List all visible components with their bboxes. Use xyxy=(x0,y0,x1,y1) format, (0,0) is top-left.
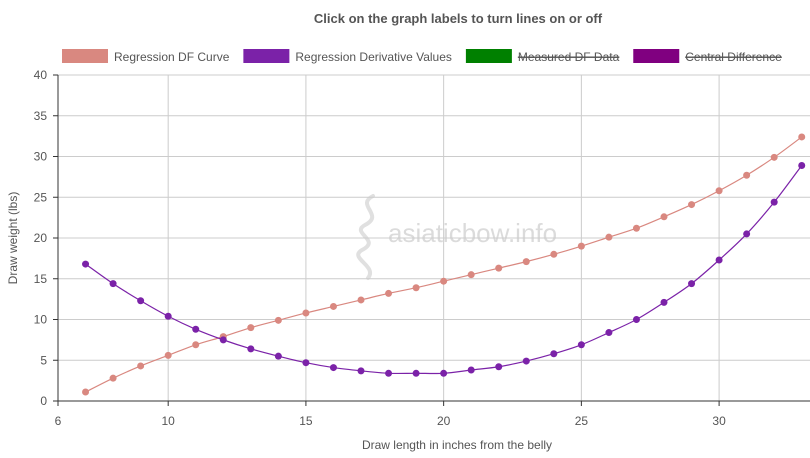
data-point xyxy=(82,260,90,268)
axes: 0 5 10 15 20 25 30 35 40 6 10 15 20 25 30 xyxy=(34,68,810,428)
x-axis-label: Draw length in inches from the belly xyxy=(362,438,552,452)
data-point xyxy=(577,242,585,250)
data-point xyxy=(164,351,172,359)
grid xyxy=(57,74,810,402)
data-point xyxy=(137,362,145,370)
data-point xyxy=(109,374,117,382)
data-point xyxy=(247,345,255,353)
legend-label[interactable]: Regression DF Curve xyxy=(114,50,230,64)
legend-item-3[interactable]: Central Difference xyxy=(633,49,782,64)
legend-swatch[interactable] xyxy=(633,49,680,63)
y-tick-label: 0 xyxy=(40,394,47,408)
legend-label[interactable]: Regression Derivative Values xyxy=(295,50,452,64)
x-tick-label: 10 xyxy=(162,414,176,428)
x-tick-label: 30 xyxy=(712,414,726,428)
x-tick-label: 15 xyxy=(299,414,313,428)
data-point xyxy=(164,312,172,320)
data-point xyxy=(715,256,723,264)
data-point xyxy=(412,369,420,377)
data-point xyxy=(550,250,558,258)
data-point xyxy=(440,277,448,285)
data-point xyxy=(660,298,668,306)
series-1 xyxy=(82,161,806,377)
data-point xyxy=(385,369,393,377)
y-tick-label: 40 xyxy=(34,68,48,82)
data-point xyxy=(385,289,393,297)
data-point xyxy=(660,213,668,221)
data-point xyxy=(770,198,778,206)
data-point xyxy=(467,271,475,279)
y-tick-label: 10 xyxy=(34,313,48,327)
data-point xyxy=(495,363,503,371)
data-point xyxy=(192,341,200,349)
data-point xyxy=(219,336,227,344)
data-point xyxy=(743,171,751,179)
data-point xyxy=(522,357,530,365)
watermark: asiaticbow.info xyxy=(356,194,557,280)
data-point xyxy=(770,153,778,161)
data-point xyxy=(605,329,613,337)
data-point xyxy=(632,224,640,232)
data-point xyxy=(329,364,337,372)
data-point xyxy=(688,201,696,209)
data-point xyxy=(522,258,530,266)
data-point xyxy=(274,316,282,324)
x-tick-label: 25 xyxy=(575,414,589,428)
y-tick-label: 30 xyxy=(34,150,48,164)
data-point xyxy=(82,388,90,396)
y-tick-label: 25 xyxy=(34,190,48,204)
legend-item-2[interactable]: Measured DF Data xyxy=(465,49,620,64)
watermark-text: asiaticbow.info xyxy=(388,218,557,248)
data-point xyxy=(743,230,751,238)
data-point xyxy=(688,280,696,288)
data-point xyxy=(137,297,145,305)
legend-swatch[interactable] xyxy=(243,49,290,63)
data-point xyxy=(192,325,200,333)
data-point xyxy=(577,341,585,349)
data-point xyxy=(274,352,282,360)
legend-item-0[interactable]: Regression DF Curve xyxy=(62,49,230,64)
data-point xyxy=(798,133,806,141)
data-point xyxy=(357,367,365,375)
legend-item-1[interactable]: Regression Derivative Values xyxy=(243,49,452,64)
legend-swatch[interactable] xyxy=(62,49,108,63)
y-axis-label: Draw weight (lbs) xyxy=(6,192,20,285)
legend-swatch[interactable] xyxy=(465,49,512,63)
data-point xyxy=(467,366,475,374)
data-point xyxy=(550,350,558,358)
data-point xyxy=(798,161,806,169)
data-point xyxy=(357,296,365,304)
series-layer xyxy=(82,133,806,396)
data-point xyxy=(329,302,337,310)
y-tick-label: 20 xyxy=(34,231,48,245)
data-point xyxy=(302,359,310,367)
data-point xyxy=(632,316,640,323)
x-tick-label: 6 xyxy=(55,414,62,428)
x-tick-label: 20 xyxy=(437,414,451,428)
data-point xyxy=(412,284,420,292)
data-point xyxy=(495,264,503,272)
y-tick-label: 15 xyxy=(34,272,48,286)
data-point xyxy=(109,280,117,288)
data-point xyxy=(247,324,255,332)
y-tick-label: 5 xyxy=(40,353,47,367)
data-point xyxy=(605,233,613,241)
watermark-bow-icon xyxy=(356,194,375,280)
data-point xyxy=(302,309,310,317)
chart-title: Click on the graph labels to turn lines … xyxy=(314,11,603,26)
data-point xyxy=(440,369,448,377)
y-tick-label: 35 xyxy=(34,109,48,123)
data-point xyxy=(715,187,723,195)
legend: Regression DF Curve Regression Derivative… xyxy=(62,49,782,64)
